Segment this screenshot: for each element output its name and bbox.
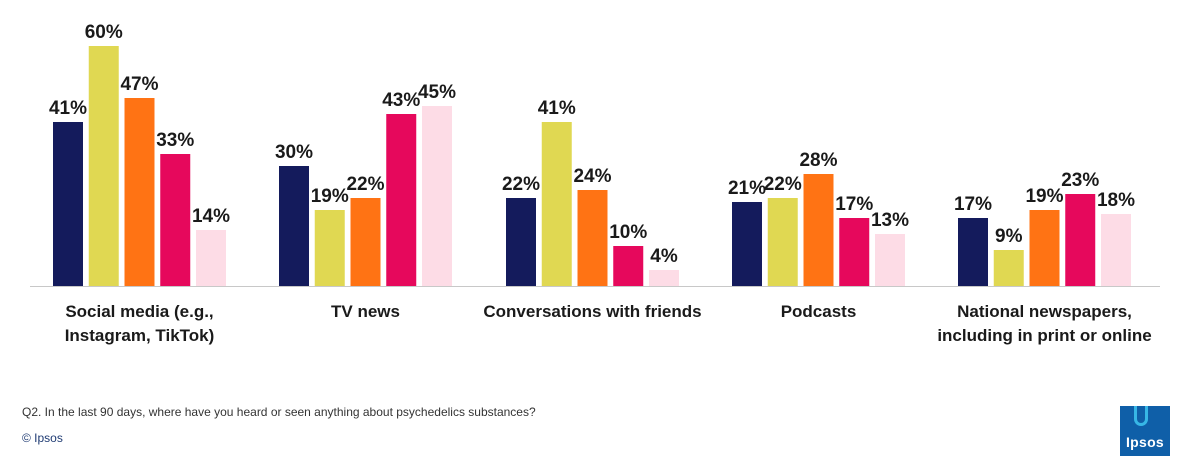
value-label-social-media-e-g-instagram-tiktok-series-2: 60% bbox=[85, 22, 123, 43]
value-label-national-newspapers-including-in-print-or-online-series-3: 19% bbox=[1025, 186, 1063, 207]
bar-national-newspapers-including-in-print-or-online-series-1 bbox=[958, 218, 988, 286]
value-label-podcasts-series-4: 17% bbox=[835, 194, 873, 215]
category-label-national-newspapers-including-in-print-or-online: National newspapers, including in print o… bbox=[937, 302, 1151, 345]
value-label-national-newspapers-including-in-print-or-online-series-4: 23% bbox=[1061, 170, 1099, 191]
bar-tv-news-series-5 bbox=[422, 106, 452, 286]
bar-social-media-e-g-instagram-tiktok-series-2 bbox=[88, 46, 119, 286]
value-label-tv-news-series-3: 22% bbox=[346, 174, 384, 195]
category-labels-layer: Social media (e.g., Instagram, TikTok) TV … bbox=[65, 302, 1152, 345]
value-label-conversations-with-friends-series-1: 22% bbox=[502, 174, 540, 195]
value-label-national-newspapers-including-in-print-or-online-series-2: 9% bbox=[995, 226, 1023, 247]
bar-social-media-e-g-instagram-tiktok-series-5 bbox=[196, 230, 226, 286]
value-label-tv-news-series-5: 45% bbox=[418, 82, 456, 103]
bar-tv-news-series-4 bbox=[386, 114, 417, 286]
bar-tv-news-series-2 bbox=[314, 210, 345, 286]
copyright-text: © Ipsos bbox=[22, 431, 63, 445]
bar-social-media-e-g-instagram-tiktok-series-3 bbox=[124, 98, 155, 286]
value-label-social-media-e-g-instagram-tiktok-series-1: 41% bbox=[49, 98, 87, 119]
value-label-tv-news-series-2: 19% bbox=[311, 186, 349, 207]
value-label-podcasts-series-5: 13% bbox=[871, 210, 909, 231]
bar-tv-news-series-1 bbox=[279, 166, 309, 286]
category-label-podcasts: Podcasts bbox=[781, 302, 857, 321]
value-label-conversations-with-friends-series-5: 4% bbox=[650, 246, 678, 267]
question-footnote: Q2. In the last 90 days, where have you … bbox=[22, 405, 536, 419]
category-label-tv-news: TV news bbox=[331, 302, 400, 321]
value-label-podcasts-series-2: 22% bbox=[764, 174, 802, 195]
value-label-podcasts-series-3: 28% bbox=[799, 150, 837, 171]
bar-podcasts-series-4 bbox=[839, 218, 870, 286]
bar-podcasts-series-2 bbox=[767, 198, 798, 286]
value-label-social-media-e-g-instagram-tiktok-series-5: 14% bbox=[192, 206, 230, 227]
category-label-social-media-e-g-instagram-tiktok: Social media (e.g., Instagram, TikTok) bbox=[65, 302, 215, 345]
bar-social-media-e-g-instagram-tiktok-series-1 bbox=[53, 122, 83, 286]
bar-podcasts-series-1 bbox=[732, 202, 762, 286]
bar-podcasts-series-5 bbox=[875, 234, 905, 286]
value-label-conversations-with-friends-series-4: 10% bbox=[609, 222, 647, 243]
bar-national-newspapers-including-in-print-or-online-series-3 bbox=[1029, 210, 1060, 286]
bar-conversations-with-friends-series-4 bbox=[613, 246, 644, 286]
bar-chart: 41%60%47%33%14%30%19%22%43%45%22%41%24%1… bbox=[30, 22, 1160, 345]
bar-social-media-e-g-instagram-tiktok-series-4 bbox=[160, 154, 191, 286]
value-label-tv-news-series-4: 43% bbox=[382, 90, 420, 111]
value-label-tv-news-series-1: 30% bbox=[275, 142, 313, 163]
bar-podcasts-series-3 bbox=[803, 174, 834, 286]
bars-layer bbox=[53, 46, 1131, 286]
bar-national-newspapers-including-in-print-or-online-series-2 bbox=[993, 250, 1024, 286]
value-labels-layer: 41%60%47%33%14%30%19%22%43%45%22%41%24%1… bbox=[49, 22, 1135, 267]
category-label-conversations-with-friends: Conversations with friends bbox=[483, 302, 701, 321]
value-label-social-media-e-g-instagram-tiktok-series-4: 33% bbox=[156, 130, 194, 151]
value-label-podcasts-series-1: 21% bbox=[728, 178, 766, 199]
logo-text: Ipsos bbox=[1125, 434, 1165, 450]
bar-conversations-with-friends-series-5 bbox=[649, 270, 679, 286]
logo-mark-icon bbox=[1134, 406, 1148, 426]
bar-conversations-with-friends-series-3 bbox=[577, 190, 608, 286]
value-label-conversations-with-friends-series-2: 41% bbox=[538, 98, 576, 119]
bar-conversations-with-friends-series-2 bbox=[541, 122, 572, 286]
value-label-social-media-e-g-instagram-tiktok-series-3: 47% bbox=[120, 74, 158, 95]
bar-tv-news-series-3 bbox=[350, 198, 381, 286]
bar-national-newspapers-including-in-print-or-online-series-4 bbox=[1065, 194, 1096, 286]
ipsos-logo: Ipsos bbox=[1120, 406, 1170, 456]
bar-conversations-with-friends-series-1 bbox=[506, 198, 536, 286]
bar-national-newspapers-including-in-print-or-online-series-5 bbox=[1101, 214, 1131, 286]
value-label-conversations-with-friends-series-3: 24% bbox=[573, 166, 611, 187]
value-label-national-newspapers-including-in-print-or-online-series-5: 18% bbox=[1097, 190, 1135, 211]
value-label-national-newspapers-including-in-print-or-online-series-1: 17% bbox=[954, 194, 992, 215]
